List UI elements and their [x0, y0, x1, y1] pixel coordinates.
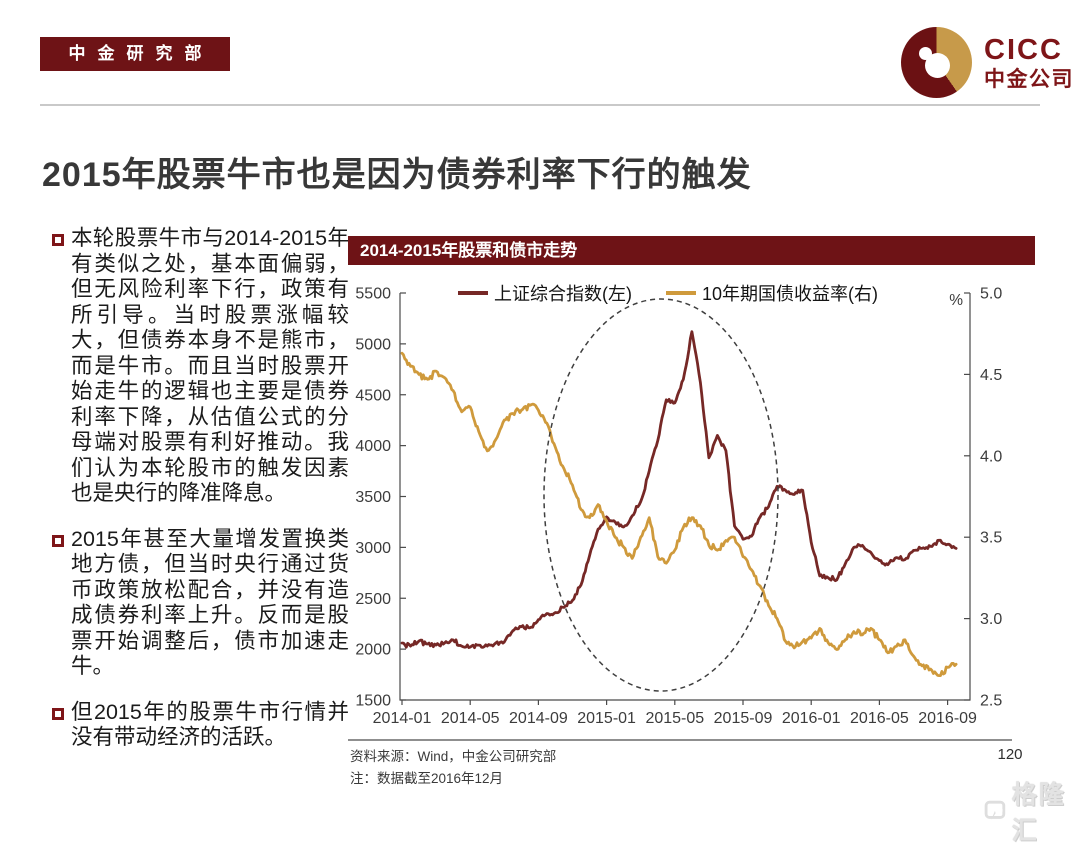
header-divider — [40, 104, 1040, 106]
gelonghui-watermark: 格隆汇 — [984, 775, 1080, 847]
svg-text:2015-05: 2015-05 — [645, 710, 704, 727]
legend-item-yield: 10年期国债收益率(右) — [665, 280, 878, 306]
svg-text:5000: 5000 — [355, 336, 391, 353]
stock-line-swatch-icon — [457, 291, 488, 295]
svg-text:4.0: 4.0 — [980, 448, 1002, 465]
bullet-text: 但2015年的股票牛市行情并没有带动经济的活跃。 — [71, 699, 349, 750]
logo-cicc-label: CICC — [984, 33, 1063, 66]
logo-swirl-hole — [925, 53, 950, 78]
source-note: 资料来源：Wind，中金公司研究部 — [350, 749, 557, 764]
dept-banner: 中金研究部 — [40, 37, 230, 71]
svg-text:1500: 1500 — [355, 693, 391, 710]
svg-text:2015-09: 2015-09 — [714, 710, 773, 727]
yield-line-swatch-icon — [665, 291, 696, 295]
square-bullet-icon — [52, 234, 64, 246]
page-number: 120 — [997, 746, 1023, 763]
svg-text:3500: 3500 — [355, 489, 391, 506]
bullet-column: 本轮股票牛市与2014-2015年有类似之处，基本面偏弱，但无风险利率下行，政策… — [52, 226, 349, 771]
footer-divider — [348, 739, 1012, 741]
svg-text:2000: 2000 — [355, 642, 391, 659]
bullet-text: 本轮股票牛市与2014-2015年有类似之处，基本面偏弱，但无风险利率下行，政策… — [71, 226, 349, 505]
list-item: 本轮股票牛市与2014-2015年有类似之处，基本面偏弱，但无风险利率下行，政策… — [52, 226, 349, 507]
list-item: 但2015年的股票牛市行情并没有带动经济的活跃。 — [52, 700, 349, 751]
svg-text:2500: 2500 — [355, 591, 391, 608]
svg-text:3000: 3000 — [355, 540, 391, 557]
svg-text:5.0: 5.0 — [980, 286, 1002, 303]
chart-legend: 上证综合指数(左) 10年期国债收益率(右) — [348, 280, 988, 306]
legend-item-stock: 上证综合指数(左) — [457, 280, 632, 306]
cicc-logo: CICC 中金公司 — [901, 27, 1074, 98]
chart-title-bar: 2014-2015年股票和债市走势 — [348, 236, 1035, 265]
legend-label: 10年期国债收益率(右) — [701, 284, 878, 304]
square-bullet-icon — [52, 534, 64, 547]
square-bullet-icon — [52, 707, 64, 720]
cicc-logo-icon — [901, 27, 972, 98]
list-item: 2015年甚至大量增发置换类地方债，但当时央行通过货币政策放松配合，并没有造成债… — [52, 527, 349, 680]
trend-line-chart: 5500 5000 4500 4000 3500 3000 2500 2000 1500 5.0 4… — [355, 286, 1002, 728]
svg-text:2016-05: 2016-05 — [850, 710, 909, 727]
svg-text:2015-01: 2015-01 — [577, 710, 636, 727]
svg-text:2016-09: 2016-09 — [918, 710, 977, 727]
svg-text:2014-05: 2014-05 — [441, 710, 500, 727]
bullet-text: 2015年甚至大量增发置换类地方债，但当时央行通过货币政策放松配合，并没有造成债… — [71, 526, 349, 679]
watermark-brand-label: 格隆汇 — [1011, 781, 1066, 845]
page-title: 2015年股票牛市也是因为债券利率下行的触发 — [42, 156, 752, 194]
svg-text:4.5: 4.5 — [980, 367, 1002, 384]
svg-text:4500: 4500 — [355, 387, 391, 404]
logo-cn-label: 中金公司 — [984, 67, 1074, 91]
svg-text:2.5: 2.5 — [980, 693, 1002, 710]
svg-text:2014-01: 2014-01 — [373, 710, 432, 727]
svg-text:3.5: 3.5 — [980, 530, 1002, 547]
chart-panel: 2014-2015年股票和债市走势 5500 5000 4500 4000 3500 30… — [348, 236, 1035, 736]
svg-text:%: % — [949, 292, 963, 309]
legend-label: 上证综合指数(左) — [493, 284, 632, 304]
svg-text:2016-01: 2016-01 — [782, 710, 841, 727]
svg-text:4000: 4000 — [355, 438, 391, 455]
gelonghui-g-icon — [984, 800, 1006, 820]
logo-text: CICC 中金公司 — [984, 33, 1074, 91]
svg-text:2014-09: 2014-09 — [509, 710, 568, 727]
data-note: 注：数据截至2016年12月 — [350, 771, 504, 786]
svg-text:5500: 5500 — [355, 286, 391, 303]
svg-text:3.0: 3.0 — [980, 611, 1002, 628]
